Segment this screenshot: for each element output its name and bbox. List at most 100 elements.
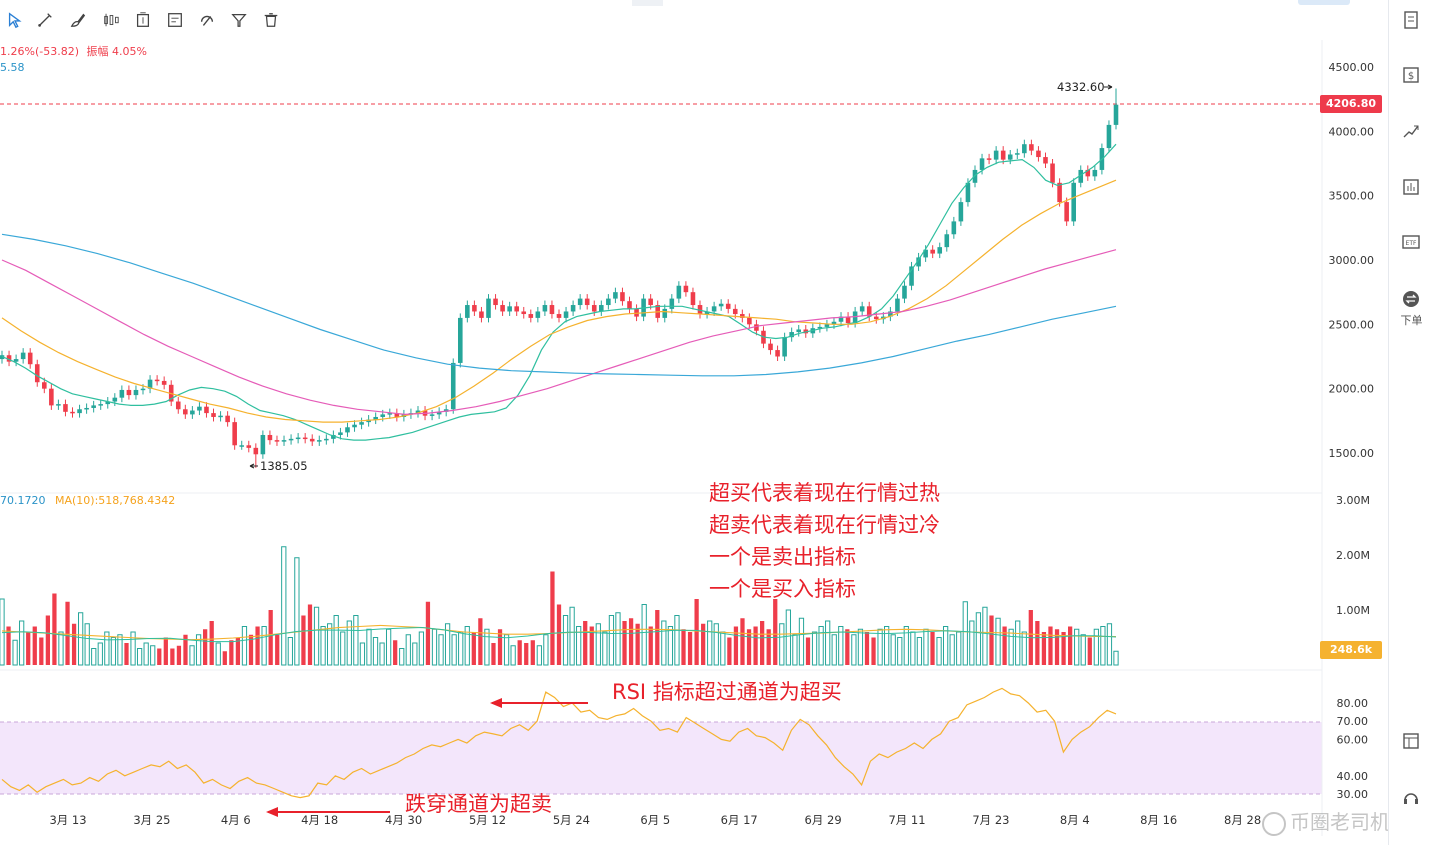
candle [1071,178,1076,226]
rsi-overbought-note: RSI 指标超过通道为超买 [612,680,842,704]
candle [197,402,202,416]
candle-body [63,404,68,412]
candles-icon[interactable] [100,9,122,31]
candle-body [295,437,301,440]
candle-body [183,409,188,415]
volume-bar [405,634,411,666]
volume-bar [916,637,923,666]
volume-bar [622,621,627,665]
candle-body [56,404,61,406]
watermark-text: 币圈老司机 [1290,810,1390,834]
note-icon[interactable] [164,9,186,31]
candle-body [1043,157,1048,164]
bar-chart-icon[interactable] [1399,175,1423,199]
volume-bar [281,546,287,666]
trend-chart-icon[interactable] [1399,119,1423,143]
candle [359,417,364,430]
cursor-icon[interactable] [4,9,26,31]
volume-bar [65,601,70,665]
filter-icon[interactable] [228,9,250,31]
volume-bar [1100,626,1106,666]
current-price-tag: 4206.80 [1320,95,1382,113]
candle-body [740,314,745,318]
candle [373,412,378,425]
candle-body [993,150,999,160]
volume-bar [989,615,994,665]
candle-body [888,311,893,317]
top-tab[interactable] [632,0,663,6]
volume-bar [117,634,123,666]
layout-icon[interactable] [1399,729,1423,753]
candle [1092,165,1098,181]
candle [556,309,562,323]
volume-bar [19,620,25,666]
candle-body [782,337,787,357]
candle [429,409,435,421]
volume-bar [536,645,542,666]
candle [775,345,780,362]
ma-lines-layer [1,143,1117,441]
candle-body [49,388,54,406]
volume-bar [261,626,267,666]
candle-body [944,234,950,248]
candle-body [958,202,964,222]
volume-bar [956,631,962,666]
candle [1043,152,1048,169]
order-label[interactable]: 下单 [1400,314,1423,327]
volume-legend: 70.1720 MA(10):518,768.4342 [0,494,175,507]
rsi-tick-label: 80.00 [1337,697,1369,710]
candle-body [937,247,943,254]
time-tick-label: 8月 28 [1224,813,1261,827]
brush-icon[interactable] [67,9,89,31]
candle [697,300,703,319]
candle-body [1022,144,1027,154]
volume-bar [1008,628,1014,666]
volume-bar [58,631,64,666]
chart-canvas[interactable]: 4500.00 4000.00 3500.00 3000.00 2500.00 2000.… [0,0,1388,845]
low-marker-arrowhead [249,463,255,469]
volume-bar [701,623,706,665]
headset-icon[interactable] [1399,786,1423,810]
volume-bar [313,606,320,666]
top-action-button[interactable] [1298,0,1350,5]
volume-bar [484,628,490,666]
volume-bar [871,637,876,665]
volume-bar [910,631,916,666]
text-icon[interactable] [132,9,154,31]
candle [84,403,89,414]
exchange-icon[interactable] [1399,287,1423,311]
document-icon[interactable] [1399,8,1423,32]
volume-bar [71,623,77,665]
candle-body [542,305,548,312]
etf-icon[interactable]: ETF [1399,230,1423,254]
ma-line-3 [1,249,1117,416]
candle-body [747,317,752,325]
volume-bar [773,599,778,665]
dollar-icon[interactable]: $ [1399,63,1423,87]
candle-body [387,413,393,415]
candle-body [331,434,336,439]
volume-bar [412,642,418,666]
volume-bar [838,626,844,666]
candle-body [683,285,689,293]
time-tick-label: 6月 5 [640,813,670,827]
candle-body [979,158,985,170]
candle-body [493,298,498,306]
candle [246,440,252,453]
magnet-icon[interactable] [196,9,218,31]
volume-bar [550,571,555,665]
volume-bar [975,612,982,666]
candle [324,434,329,445]
candle [683,281,689,297]
volume-bar [170,648,175,665]
volume-bar [32,626,37,665]
volume-bar [543,634,549,666]
candle [218,411,223,422]
volume-bar [268,610,273,665]
pencil-line-icon[interactable] [34,9,56,31]
volume-bar [667,626,674,666]
watermark-logo-icon [1262,811,1286,836]
trash-icon[interactable] [260,9,282,31]
candle [267,430,273,445]
volume-bar [431,628,438,666]
